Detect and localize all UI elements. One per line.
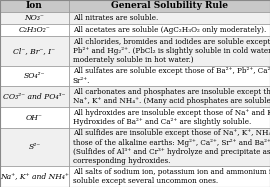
Bar <box>0 0 69 12</box>
Bar <box>69 107 270 128</box>
Bar <box>69 0 270 12</box>
Text: All nitrates are soluble.: All nitrates are soluble. <box>73 14 158 22</box>
Bar <box>69 12 270 24</box>
Bar <box>0 166 69 187</box>
Bar <box>69 36 270 66</box>
Bar <box>0 12 69 24</box>
Bar <box>69 128 270 166</box>
Bar <box>69 86 270 107</box>
Text: NO₃⁻: NO₃⁻ <box>25 14 44 22</box>
Bar <box>0 128 69 166</box>
Text: General Solubility Rule: General Solubility Rule <box>111 1 228 10</box>
Text: All sulfides are insoluble except those of Na⁺, K⁺, NH₄⁺ and
those of the alkali: All sulfides are insoluble except those … <box>73 129 270 165</box>
Text: All acetates are soluble (AgC₂H₃O₂ only moderately).: All acetates are soluble (AgC₂H₃O₂ only … <box>73 26 266 34</box>
Text: All hydroxides are insoluble except those of Na⁺ and K⁺.
Hydroxides of Ba²⁺ and : All hydroxides are insoluble except thos… <box>73 109 270 126</box>
Text: S²⁻: S²⁻ <box>28 143 40 151</box>
Text: OH⁻: OH⁻ <box>26 114 43 122</box>
Text: All salts of sodium ion, potassium ion and ammonium ion are
soluble except sever: All salts of sodium ion, potassium ion a… <box>73 168 270 185</box>
Text: CO₃²⁻ and PO₄³⁻: CO₃²⁻ and PO₄³⁻ <box>3 93 66 101</box>
Bar <box>69 166 270 187</box>
Text: Cl⁻, Br⁻, I⁻: Cl⁻, Br⁻, I⁻ <box>13 47 56 55</box>
Bar <box>69 66 270 86</box>
Text: All carbonates and phosphates are insoluble except those of
Na⁺, K⁺ and NH₄⁺. (M: All carbonates and phosphates are insolu… <box>73 88 270 105</box>
Text: SO₄²⁻: SO₄²⁻ <box>24 72 45 80</box>
Bar <box>69 24 270 36</box>
Text: Ion: Ion <box>26 1 43 10</box>
Bar <box>0 86 69 107</box>
Bar <box>0 36 69 66</box>
Text: All sulfates are soluble except those of Ba²⁺, Pb²⁺, Ca²⁺ and
Sr²⁺.: All sulfates are soluble except those of… <box>73 68 270 85</box>
Bar <box>0 107 69 128</box>
Bar <box>0 24 69 36</box>
Text: C₂H₃O₂⁻: C₂H₃O₂⁻ <box>19 26 50 34</box>
Bar <box>0 66 69 86</box>
Text: Na⁺, K⁺ and NH₄⁺: Na⁺, K⁺ and NH₄⁺ <box>0 173 69 181</box>
Text: All chlorides, bromides and iodides are soluble except Ag⁺,
Pb²⁺ and Hg₂²⁺. (PbC: All chlorides, bromides and iodides are … <box>73 38 270 64</box>
